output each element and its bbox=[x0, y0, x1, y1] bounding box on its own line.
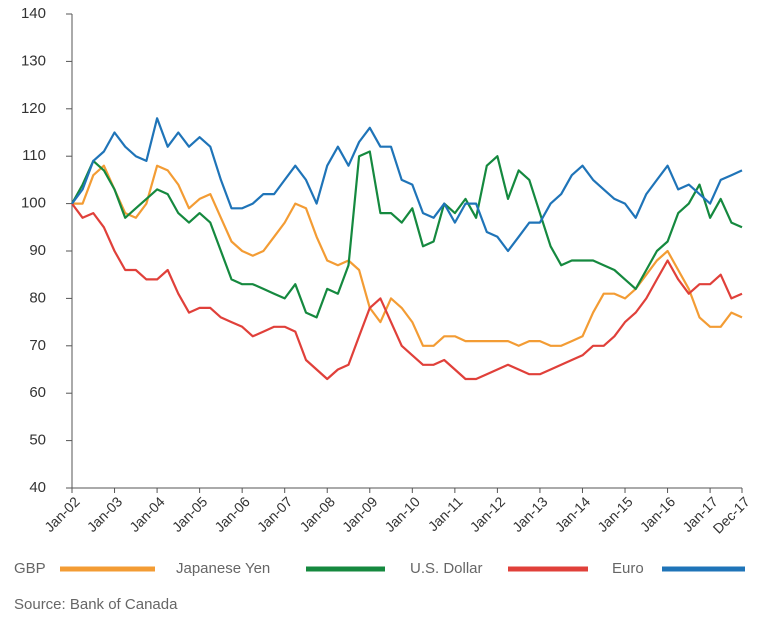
x-tick-label: Jan-02 bbox=[41, 493, 83, 535]
x-tick-label: Jan-09 bbox=[339, 493, 381, 535]
x-tick-label: Jan-16 bbox=[637, 493, 679, 535]
y-tick-label: 60 bbox=[29, 384, 46, 401]
y-tick-label: 80 bbox=[29, 289, 46, 306]
x-tick-label: Jan-03 bbox=[84, 493, 126, 535]
y-tick-label: 70 bbox=[29, 337, 46, 354]
y-tick-label: 120 bbox=[21, 100, 46, 117]
y-tick-label: 140 bbox=[21, 5, 46, 22]
x-tick-label: Jan-05 bbox=[169, 493, 211, 535]
x-tick-label: Jan-04 bbox=[126, 493, 168, 535]
series-line bbox=[71, 117, 743, 253]
legend-label: Euro bbox=[612, 560, 644, 577]
y-tick-label: 40 bbox=[29, 479, 46, 496]
x-tick-label: Dec-17 bbox=[710, 493, 753, 536]
y-tick-label: 90 bbox=[29, 242, 46, 259]
x-tick-label: Jan-12 bbox=[467, 493, 509, 535]
y-tick-label: 50 bbox=[29, 432, 46, 449]
legend-label: Japanese Yen bbox=[176, 560, 270, 577]
series-line bbox=[72, 164, 743, 347]
series-line bbox=[71, 202, 743, 381]
x-tick-label: Jan-07 bbox=[254, 493, 296, 535]
x-tick-label: Jan-10 bbox=[381, 493, 423, 535]
x-tick-label: Jan-08 bbox=[296, 493, 338, 535]
series-line bbox=[71, 150, 743, 319]
y-tick-label: 130 bbox=[21, 52, 46, 69]
x-tick-label: Jan-15 bbox=[594, 493, 636, 535]
x-tick-label: Jan-13 bbox=[509, 493, 551, 535]
x-tick-label: Jan-14 bbox=[552, 493, 594, 535]
legend-label: U.S. Dollar bbox=[410, 560, 483, 577]
source-note: Source: Bank of Canada bbox=[14, 596, 178, 613]
y-tick-label: 100 bbox=[21, 195, 46, 212]
x-tick-label: Jan-11 bbox=[425, 493, 466, 534]
legend-label: GBP bbox=[14, 560, 46, 577]
y-tick-label: 110 bbox=[22, 147, 46, 164]
x-tick-label: Jan-06 bbox=[211, 493, 253, 535]
